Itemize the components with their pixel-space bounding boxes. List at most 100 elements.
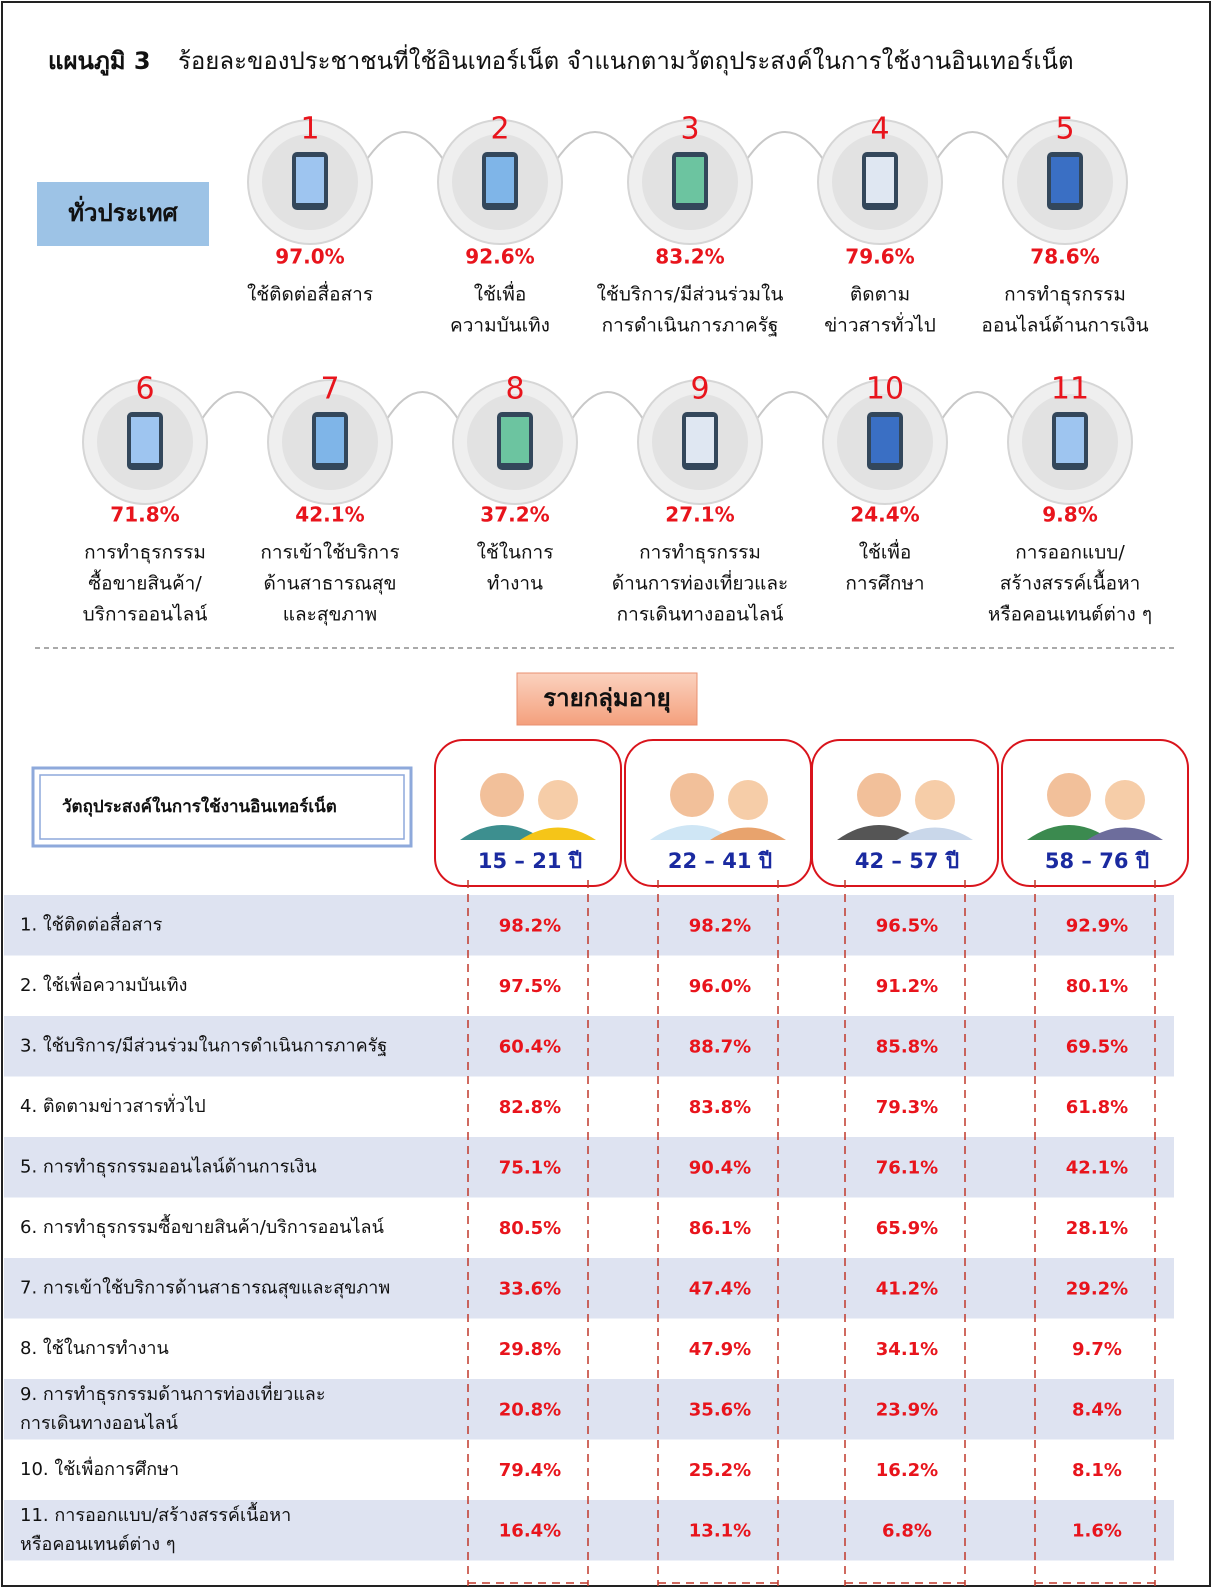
row-value: 47.4% bbox=[689, 1278, 751, 1299]
person-head bbox=[1047, 773, 1091, 817]
row-value: 16.2% bbox=[876, 1460, 938, 1481]
item-label: ใช้เพื่อ bbox=[859, 539, 912, 564]
item-label: ใช้ในการ bbox=[477, 542, 554, 564]
person-head bbox=[857, 773, 901, 817]
item-label: ความบันเทิง bbox=[450, 315, 550, 337]
item-label: การเข้าใช้บริการ bbox=[260, 542, 399, 564]
row-value: 28.1% bbox=[1066, 1218, 1128, 1239]
row-value: 91.2% bbox=[876, 976, 938, 997]
item-label: การเดินทางออนไลน์ bbox=[617, 604, 784, 626]
age-title: รายกลุ่มอายุ bbox=[543, 684, 670, 714]
item-label: ใช้เพื่อ bbox=[474, 281, 527, 306]
row-value: 82.8% bbox=[499, 1097, 561, 1118]
item-label: การดำเนินการภาครัฐ bbox=[602, 315, 779, 337]
national-label: ทั่วประเทศ bbox=[68, 195, 178, 227]
row-value: 8.4% bbox=[1072, 1399, 1122, 1420]
row-label: 2. ใช้เพื่อความบันเทิง bbox=[20, 972, 187, 996]
row-value: 23.9% bbox=[876, 1399, 938, 1420]
row-value: 13.1% bbox=[689, 1520, 751, 1541]
percent: 83.2% bbox=[655, 245, 724, 269]
item-label: การทำธุรกรรม bbox=[639, 542, 761, 565]
row-label: 8. ใช้ในการทำงาน bbox=[20, 1337, 169, 1359]
rank: 2 bbox=[490, 112, 509, 147]
rank: 8 bbox=[505, 372, 524, 407]
rank: 4 bbox=[870, 112, 889, 147]
row-value: 20.8% bbox=[499, 1399, 561, 1420]
percent: 79.6% bbox=[845, 245, 914, 269]
infographic: แผนภูมิ 3 ร้อยละของประชาชนที่ใช้อินเทอร์… bbox=[0, 0, 1214, 1589]
item-label: สร้างสรรค์เนื้อหา bbox=[1000, 570, 1141, 595]
item-label: บริการออนไลน์ bbox=[83, 604, 208, 626]
row-value: 16.4% bbox=[499, 1520, 561, 1541]
title: ร้อยละของประชาชนที่ใช้อินเทอร์เน็ต จำแนก… bbox=[178, 44, 1074, 76]
row-value: 42.1% bbox=[1066, 1157, 1128, 1178]
row-value: 96.5% bbox=[876, 915, 938, 936]
row-value: 92.9% bbox=[1066, 915, 1128, 936]
row-label: หรือคอนเทนต์ต่าง ๆ bbox=[20, 1534, 176, 1555]
item-label: การออกแบบ/ bbox=[1015, 542, 1125, 564]
rank: 5 bbox=[1055, 112, 1074, 147]
row-label: 1. ใช้ติดต่อสื่อสาร bbox=[20, 911, 163, 935]
percent: 27.1% bbox=[665, 503, 734, 527]
item-label: ติดตาม bbox=[850, 284, 910, 306]
row-value: 33.6% bbox=[499, 1278, 561, 1299]
row-value: 65.9% bbox=[876, 1218, 938, 1239]
title-prefix: แผนภูมิ 3 bbox=[48, 47, 151, 76]
item-label: การศึกษา bbox=[845, 573, 924, 595]
item-label: ข่าวสารทั่วไป bbox=[824, 312, 936, 337]
age-label: 15 – 21 ปี bbox=[478, 849, 582, 873]
icon-screen bbox=[871, 417, 899, 463]
row-label: 3. ใช้บริการ/มีส่วนร่วมในการดำเนินการภาค… bbox=[20, 1034, 387, 1056]
item-label: ใช้ติดต่อสื่อสาร bbox=[247, 281, 373, 306]
row-value: 75.1% bbox=[499, 1157, 561, 1178]
percent: 9.8% bbox=[1042, 503, 1097, 527]
icon-screen bbox=[486, 157, 514, 203]
item-label: การทำธุรกรรม bbox=[1004, 284, 1126, 307]
age-label: 58 – 76 ปี bbox=[1045, 849, 1149, 873]
row-value: 98.2% bbox=[499, 915, 561, 936]
row-value: 96.0% bbox=[689, 976, 751, 997]
row-value: 88.7% bbox=[689, 1036, 751, 1057]
row-value: 76.1% bbox=[876, 1157, 938, 1178]
icon-screen bbox=[866, 157, 894, 203]
person-head bbox=[670, 773, 714, 817]
row-label: 4. ติดตามข่าวสารทั่วไป bbox=[20, 1093, 206, 1117]
percent: 92.6% bbox=[465, 245, 534, 269]
row-value: 29.8% bbox=[499, 1339, 561, 1360]
person-head bbox=[915, 780, 955, 820]
percent: 42.1% bbox=[295, 503, 364, 527]
rank: 3 bbox=[680, 112, 699, 147]
row-value: 86.1% bbox=[689, 1218, 751, 1239]
row-label: 10. ใช้เพื่อการศึกษา bbox=[20, 1456, 179, 1480]
row-value: 29.2% bbox=[1066, 1278, 1128, 1299]
percent: 97.0% bbox=[275, 245, 344, 269]
row-value: 69.5% bbox=[1066, 1036, 1128, 1057]
item-label: หรือคอนเทนต์ต่าง ๆ bbox=[988, 604, 1152, 626]
row-value: 85.8% bbox=[876, 1036, 938, 1057]
item-label: ด้านสาธารณสุข bbox=[264, 573, 397, 596]
row-value: 1.6% bbox=[1072, 1520, 1122, 1541]
row-band bbox=[4, 895, 1174, 956]
item-label: ซื้อขายสินค้า/ bbox=[88, 570, 202, 595]
icon-screen bbox=[686, 417, 714, 463]
row-value: 47.9% bbox=[689, 1339, 751, 1360]
row-value: 79.4% bbox=[499, 1460, 561, 1481]
row-label: 5. การทำธุรกรรมออนไลน์ด้านการเงิน bbox=[20, 1155, 317, 1177]
row-value: 34.1% bbox=[876, 1339, 938, 1360]
row-label: 7. การเข้าใช้บริการด้านสาธารณสุขและสุขภา… bbox=[20, 1276, 390, 1298]
row-label: 9. การทำธุรกรรมด้านการท่องเที่ยวและ bbox=[20, 1381, 326, 1405]
row-value: 98.2% bbox=[689, 915, 751, 936]
row-value: 97.5% bbox=[499, 976, 561, 997]
item-label: ทำงาน bbox=[487, 573, 543, 595]
person-head bbox=[1105, 780, 1145, 820]
item-label: ด้านการท่องเที่ยวและ bbox=[612, 570, 789, 595]
icon-screen bbox=[316, 417, 344, 463]
row-label: 6. การทำธุรกรรมซื้อขายสินค้า/บริการออนไล… bbox=[20, 1214, 384, 1238]
rank: 1 bbox=[300, 112, 319, 147]
row-value: 83.8% bbox=[689, 1097, 751, 1118]
icon-screen bbox=[501, 417, 529, 463]
age-label: 22 – 41 ปี bbox=[668, 849, 772, 873]
icon-screen bbox=[1051, 157, 1079, 203]
person-head bbox=[728, 780, 768, 820]
row-label: การเดินทางออนไลน์ bbox=[20, 1412, 178, 1434]
